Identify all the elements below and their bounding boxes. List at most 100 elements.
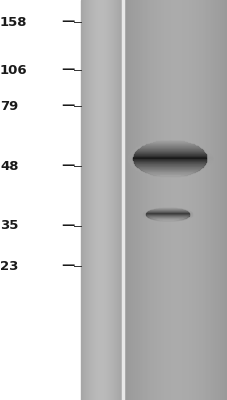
Bar xyxy=(149,142,189,143)
Bar xyxy=(131,165,207,166)
Text: —: — xyxy=(62,160,75,172)
Bar xyxy=(140,171,198,172)
Bar xyxy=(184,0,186,400)
Bar xyxy=(111,0,112,400)
Bar xyxy=(141,146,197,147)
Bar xyxy=(194,0,196,400)
Bar xyxy=(138,167,200,168)
Bar xyxy=(133,158,205,159)
Bar xyxy=(147,172,191,173)
Bar xyxy=(149,173,189,174)
Text: —: — xyxy=(62,220,75,232)
Bar xyxy=(132,150,207,151)
Bar xyxy=(136,147,202,148)
Bar xyxy=(182,0,184,400)
Bar xyxy=(136,165,202,166)
Bar xyxy=(213,0,215,400)
Bar xyxy=(150,0,151,400)
Bar xyxy=(143,170,196,171)
Bar xyxy=(107,0,109,400)
Bar xyxy=(116,0,117,400)
Bar xyxy=(105,0,106,400)
Bar xyxy=(175,0,177,400)
Bar xyxy=(128,154,210,155)
Bar xyxy=(212,0,213,400)
Bar xyxy=(186,0,188,400)
Bar xyxy=(117,0,118,400)
Bar xyxy=(222,0,224,400)
Text: 35: 35 xyxy=(0,220,18,232)
Bar xyxy=(220,0,222,400)
Bar xyxy=(100,0,101,400)
Bar xyxy=(109,0,110,400)
Bar xyxy=(153,174,185,175)
Bar xyxy=(139,0,141,400)
Bar xyxy=(140,145,198,146)
Bar xyxy=(97,0,99,400)
Bar xyxy=(93,0,94,400)
Bar xyxy=(136,151,202,152)
Bar xyxy=(210,0,212,400)
Bar xyxy=(133,167,205,168)
Bar xyxy=(146,0,148,400)
Bar xyxy=(148,0,150,400)
Bar xyxy=(149,143,189,144)
Bar xyxy=(112,0,113,400)
Bar xyxy=(144,171,194,172)
Bar xyxy=(139,148,199,149)
Text: —: — xyxy=(62,100,75,112)
Bar xyxy=(177,0,179,400)
Bar xyxy=(162,0,163,400)
Bar xyxy=(196,0,198,400)
Bar xyxy=(140,169,198,170)
Bar xyxy=(206,0,208,400)
Bar xyxy=(128,161,210,162)
Bar xyxy=(134,153,204,154)
Bar xyxy=(135,148,204,149)
Bar xyxy=(151,0,153,400)
Bar xyxy=(215,0,217,400)
Bar xyxy=(144,172,194,173)
Bar xyxy=(133,160,205,161)
Bar xyxy=(130,152,209,153)
Bar xyxy=(192,0,194,400)
Bar xyxy=(139,168,199,169)
Bar xyxy=(102,0,104,400)
Bar xyxy=(188,0,189,400)
Bar xyxy=(113,0,114,400)
Bar xyxy=(126,0,127,400)
Bar xyxy=(163,0,165,400)
Text: 23: 23 xyxy=(0,260,18,272)
Text: 158: 158 xyxy=(0,16,27,28)
Bar xyxy=(114,0,115,400)
Bar xyxy=(146,144,193,145)
Bar xyxy=(191,0,192,400)
Bar xyxy=(115,0,116,400)
Bar xyxy=(170,0,172,400)
Bar xyxy=(118,0,119,400)
Bar xyxy=(153,0,155,400)
Bar xyxy=(158,0,160,400)
Bar xyxy=(94,0,96,400)
Bar xyxy=(133,156,205,157)
Bar xyxy=(132,166,207,167)
Bar xyxy=(159,141,179,142)
Bar xyxy=(134,162,204,163)
Bar xyxy=(83,0,84,400)
Bar xyxy=(134,163,204,164)
Text: 106: 106 xyxy=(0,64,27,76)
Bar xyxy=(101,0,102,400)
Bar xyxy=(89,0,91,400)
Bar xyxy=(119,0,120,400)
Text: —: — xyxy=(62,64,75,76)
Bar xyxy=(140,147,198,148)
Bar xyxy=(129,153,209,154)
Bar xyxy=(159,175,179,176)
Bar xyxy=(205,0,206,400)
Bar xyxy=(201,0,203,400)
Bar xyxy=(172,0,174,400)
Bar xyxy=(144,0,146,400)
Bar xyxy=(160,0,162,400)
Bar xyxy=(128,155,210,156)
Bar xyxy=(133,149,206,150)
